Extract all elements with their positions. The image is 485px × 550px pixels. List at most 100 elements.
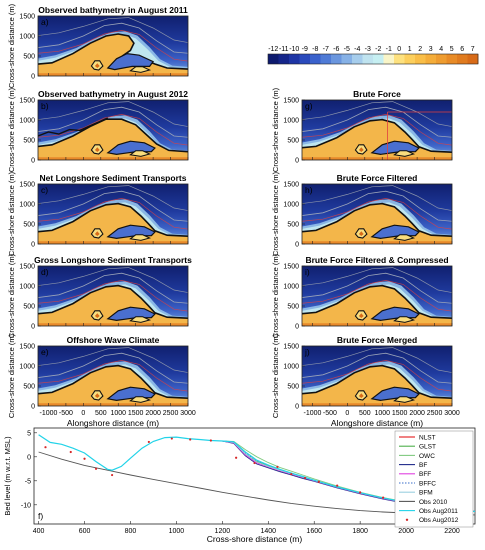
y-tick-label: 0 (27, 454, 31, 461)
red-contour (38, 114, 188, 146)
panel-frame (301, 265, 453, 327)
y-tick-label: 500 (23, 304, 35, 311)
colorbar-swatch (457, 54, 468, 64)
panel-h: Brute Force Filtered h) 0 500 1000 1500Cross-… (271, 171, 453, 256)
colorbar-tick-label: -12 (268, 46, 278, 53)
depth-contour (302, 106, 452, 138)
colorbar-swatch (299, 54, 311, 64)
x-tick-label: -1000 (304, 410, 322, 417)
panel-letter: c) (41, 185, 48, 195)
data-point-obs-aug2012 (303, 476, 307, 480)
panel-title: Offshore Wave Climate (67, 335, 160, 345)
x-tick-label: 500 (95, 410, 107, 417)
y-axis-label: Cross-shore distance (m) (7, 253, 16, 338)
panel-frame (301, 99, 453, 161)
y-axis-label: Cross-shore distance (m) (7, 87, 16, 172)
y-tick-label: 1000 (19, 364, 35, 371)
beach-strip (302, 323, 452, 326)
panel-title: Gross Longshore Sediment Transports (34, 255, 192, 265)
colorbar-tick-label: 0 (397, 46, 401, 53)
y-tick-label: 1500 (19, 264, 35, 271)
island-core (94, 313, 100, 318)
x-tick-label: 0 (345, 410, 349, 417)
panel-a-field (38, 16, 188, 76)
y-tick-label: -10 (21, 502, 31, 509)
panel-title: Net Longshore Sediment Transports (40, 173, 187, 183)
colorbar-swatch (446, 54, 458, 64)
legend-swatch (405, 518, 409, 521)
red-contour (302, 280, 452, 312)
y-tick-label: 1500 (283, 344, 299, 351)
data-point-obs-aug2012 (94, 467, 98, 470)
island-core (94, 393, 100, 398)
y-tick-label: 0 (31, 324, 35, 331)
x-tick-label: 1500 (128, 410, 144, 417)
colorbar-tick-label: -9 (302, 46, 308, 53)
x-tick-label: 2000 (145, 410, 161, 417)
y-tick-label: 0 (295, 158, 299, 165)
x-tick-label: 600 (79, 528, 91, 535)
colorbar-tick-label: -3 (365, 46, 371, 53)
colorbar-tick-label: -7 (323, 46, 329, 53)
panel-i-field (302, 266, 452, 326)
colorbar-tick-label: 6 (460, 46, 464, 53)
island (393, 150, 416, 157)
x-tick-label: -1000 (40, 410, 58, 417)
y-tick-label: 500 (23, 138, 35, 145)
y-tick-label: 1500 (283, 98, 299, 105)
y-tick-label: 1000 (19, 284, 35, 291)
legend-label: NLST (419, 434, 436, 441)
colorbar-swatch (467, 54, 479, 64)
data-point-obs-aug2012 (276, 465, 279, 468)
colorbar-tick-label: -5 (344, 46, 350, 53)
island (393, 316, 416, 323)
island (393, 396, 416, 403)
y-tick-label: 1500 (19, 344, 35, 351)
legend-label: BFM (419, 490, 433, 497)
island (129, 234, 152, 241)
depth-contour (38, 190, 188, 222)
y-axis-label: Bed level (m w.r.t. MSL) (3, 436, 12, 516)
y-tick-label: 1000 (19, 202, 35, 209)
panel-a: Observed bathymetry in August 2011 a) 0 500… (7, 3, 189, 88)
data-point-obs-aug2012 (170, 437, 173, 440)
data-point-obs-aug2012 (253, 461, 256, 465)
red-contour (302, 360, 452, 392)
legend-label: BFFC (419, 480, 436, 487)
data-point-obs-aug2012 (44, 446, 47, 449)
y-tick-label: 1500 (283, 182, 299, 189)
beach-strip (302, 241, 452, 244)
legend-label: BF (419, 462, 427, 469)
colorbar-tick-label: 1 (408, 46, 412, 53)
red-contour (38, 280, 188, 312)
x-tick-label: 1500 (392, 410, 408, 417)
data-point-obs-aug2012 (290, 472, 293, 476)
island-core (358, 393, 364, 398)
x-tick-label: 1800 (352, 528, 368, 535)
data-point-obs-aug2012 (209, 439, 212, 442)
x-tick-label: 2500 (163, 410, 179, 417)
colorbar-swatch (268, 54, 279, 64)
depth-contour (302, 352, 452, 384)
panel-h-field (302, 184, 452, 244)
colorbar-tick-label: 5 (450, 46, 454, 53)
colorbar-tick-label: 3 (429, 46, 433, 53)
y-tick-label: 0 (31, 158, 35, 165)
depth-contour (38, 106, 188, 138)
beach-strip (38, 241, 188, 244)
y-tick-label: 0 (31, 242, 35, 249)
y-tick-label: 1000 (19, 34, 35, 41)
colorbar-swatch (320, 54, 332, 64)
y-tick-label: 500 (287, 384, 299, 391)
x-tick-label: 2000 (409, 410, 425, 417)
data-point-obs-aug2012 (359, 491, 362, 494)
panel-d: Gross Longshore Sediment Transports d) 0 50… (7, 253, 192, 338)
panel-c-field (38, 184, 188, 244)
y-tick-label: 500 (287, 222, 299, 229)
beach-strip (302, 403, 452, 406)
depth-contour (302, 190, 452, 222)
panel-frame (37, 99, 189, 161)
depth-contour (38, 352, 188, 384)
panel-letter: j) (304, 347, 310, 357)
